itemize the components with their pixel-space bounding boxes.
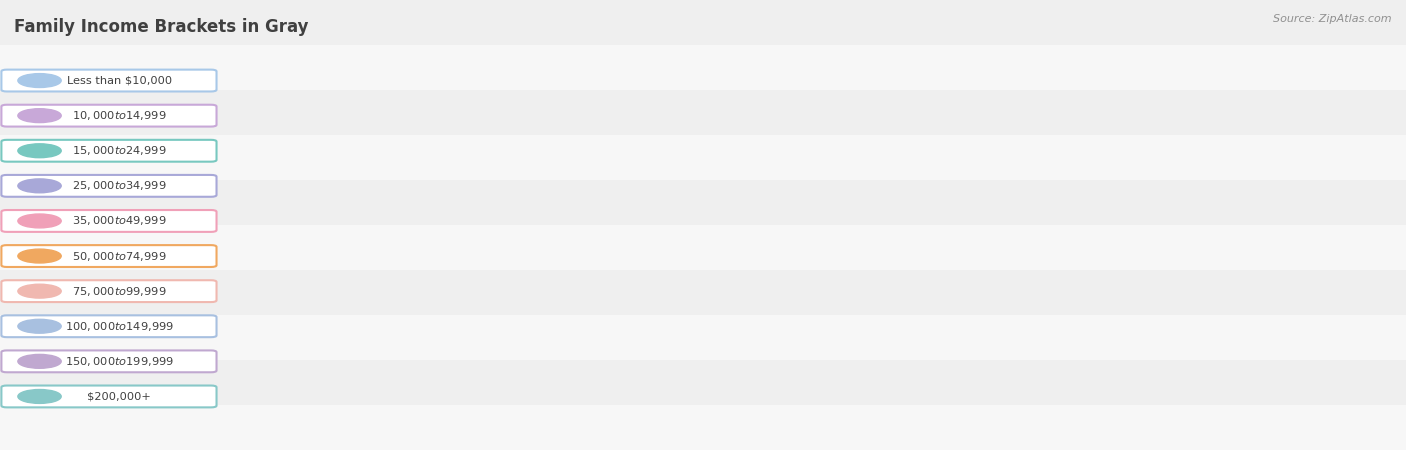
Text: Family Income Brackets in Gray: Family Income Brackets in Gray [14,18,308,36]
Text: $150,000 to $199,999: $150,000 to $199,999 [65,355,174,368]
Text: 0: 0 [233,390,240,403]
Text: 0: 0 [233,180,240,192]
Text: $25,000 to $34,999: $25,000 to $34,999 [72,180,166,192]
Text: 5: 5 [617,320,626,333]
Text: $35,000 to $49,999: $35,000 to $49,999 [72,215,166,227]
Text: $200,000+: $200,000+ [87,392,150,401]
Text: 2: 2 [387,285,395,297]
Text: $75,000 to $99,999: $75,000 to $99,999 [72,285,166,297]
Bar [218,247,1140,266]
Text: $100,000 to $149,999: $100,000 to $149,999 [65,320,174,333]
Bar [218,141,295,160]
Text: 1: 1 [311,144,318,157]
Text: Less than $10,000: Less than $10,000 [66,76,172,86]
Text: 0: 0 [233,74,240,87]
Bar [218,282,371,301]
Text: $50,000 to $74,999: $50,000 to $74,999 [72,250,166,262]
Text: 0: 0 [233,355,240,368]
Text: $10,000 to $14,999: $10,000 to $14,999 [72,109,166,122]
Text: 12: 12 [1114,250,1129,262]
Text: 0: 0 [233,215,240,227]
Text: Source: ZipAtlas.com: Source: ZipAtlas.com [1274,14,1392,23]
Bar [218,317,602,336]
Text: $15,000 to $24,999: $15,000 to $24,999 [72,144,166,157]
Text: 0: 0 [233,109,240,122]
